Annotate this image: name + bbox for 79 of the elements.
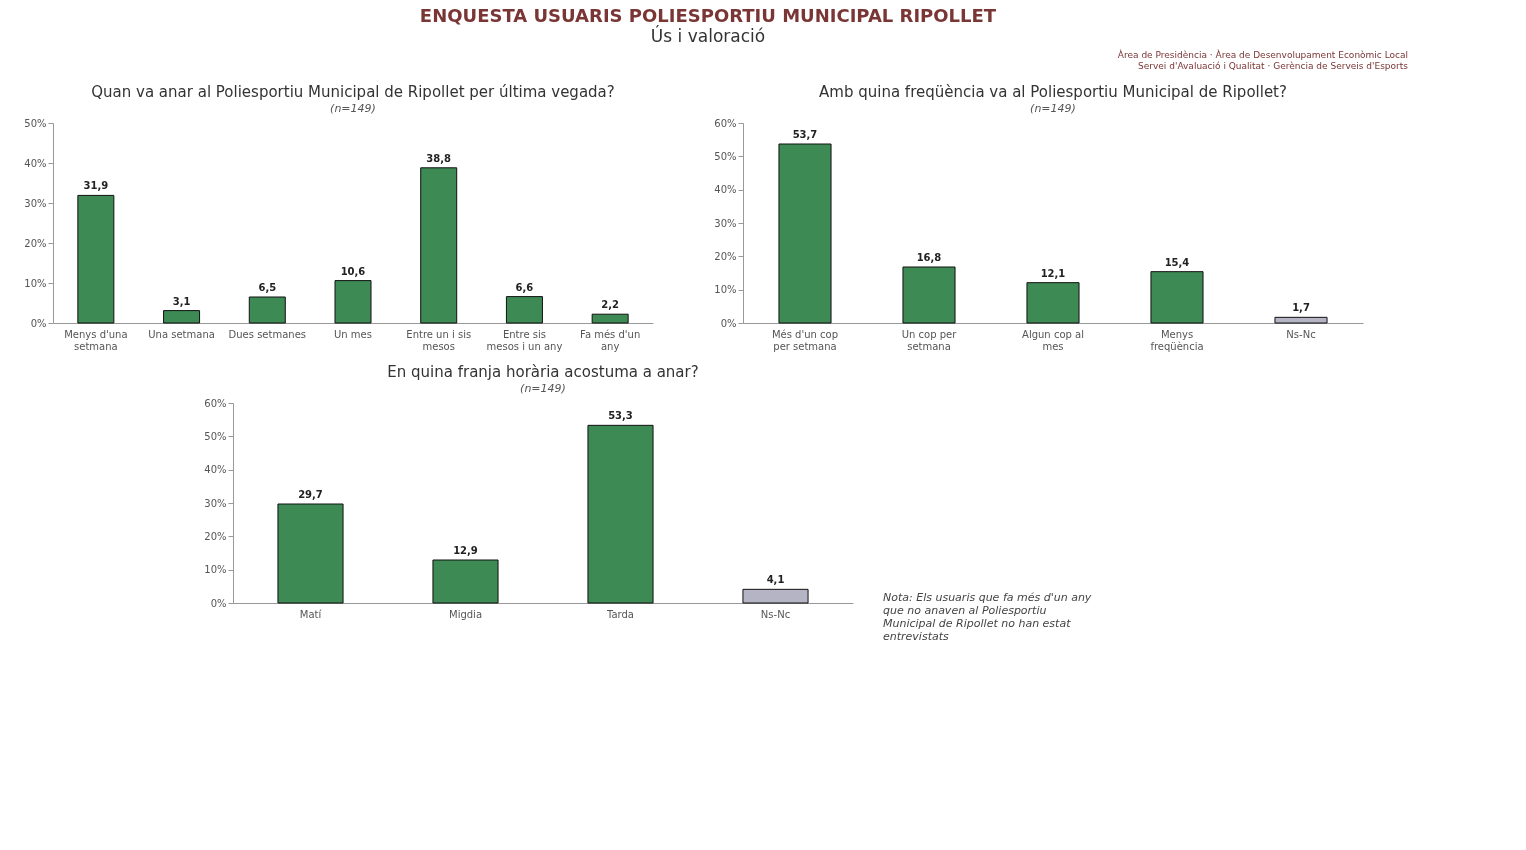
bar: [1150, 271, 1204, 324]
y-tick-label: 60%: [204, 397, 227, 409]
x-tick-label: Un cop per setmana: [901, 328, 958, 352]
chart-subtitle: (n=149): [330, 102, 376, 115]
bar: [902, 266, 956, 324]
data-label: 15,4: [1164, 256, 1190, 268]
data-label: 16,8: [916, 252, 942, 263]
data-label: 12,1: [1040, 267, 1066, 279]
data-label: 4,1: [766, 574, 785, 586]
chart-subtitle: (n=149): [1030, 102, 1076, 115]
data-label: 38,8: [426, 152, 452, 164]
x-tick-label: Algun cop al mes: [1022, 328, 1084, 352]
bar: [1274, 316, 1328, 324]
bar: [277, 503, 344, 604]
y-tick-label: 20%: [714, 250, 737, 262]
y-tick-label: 0%: [720, 317, 737, 329]
chart-title: Quan va anar al Poliesportiu Municipal de Ripollet per última vegada?: [91, 83, 615, 101]
bar: [1026, 282, 1080, 324]
x-tick-label: Entre un i sis mesos: [406, 328, 472, 352]
data-label: 6,6: [515, 281, 534, 293]
y-tick-label: 50%: [714, 150, 737, 162]
x-tick-label: Entre sis mesos i un any: [486, 328, 563, 352]
x-tick-label: Ns-Nc: [760, 608, 791, 620]
data-label: 53,7: [792, 129, 818, 140]
y-tick-label: 40%: [204, 464, 227, 476]
text: ENQUESTA USUARIS POLIESPORTIU MUNICIPAL RIPOLLET: [419, 5, 997, 26]
x-tick-label: Matí: [299, 608, 323, 620]
y-tick-label: 60%: [714, 117, 737, 129]
x-tick-label: Menys freqüència: [1150, 328, 1204, 352]
y-tick-label: 50%: [24, 117, 47, 129]
x-tick-label: Migdia: [448, 608, 483, 620]
y-tick-label: 30%: [204, 497, 227, 509]
bar: [77, 194, 115, 324]
y-tick-label: 50%: [204, 430, 227, 442]
y-tick-label: 30%: [24, 197, 47, 209]
text: Nota: Els usuaris que fa més d'un any que no anaven al Poliesportiu Municipal de Ripollet no han estat entrevistats: [883, 591, 1092, 643]
y-tick-label: 10%: [204, 564, 227, 576]
data-label: 6,5: [258, 282, 277, 293]
y-tick-label: 20%: [204, 530, 227, 542]
y-tick-label: 20%: [24, 237, 47, 249]
x-tick-label: Una setmana: [148, 328, 215, 340]
bar: [591, 313, 629, 324]
y-tick-label: 40%: [24, 157, 47, 169]
text: Ús i valoració: [650, 25, 766, 46]
y-tick-label: 10%: [714, 284, 737, 296]
chart-subtitle: (n=149): [520, 382, 566, 395]
data-label: 10,6: [340, 265, 366, 277]
y-tick-label: 0%: [30, 317, 47, 329]
data-label: 2,2: [601, 299, 620, 311]
bar: [420, 167, 458, 324]
x-tick-label: Dues setmanes: [228, 328, 306, 340]
y-tick-label: 0%: [210, 597, 227, 609]
x-tick-label: Un mes: [334, 328, 372, 340]
x-tick-label: Més d'un cop per setmana: [771, 328, 839, 352]
text: Servei d'Avaluació i Qualitat · Gerència de Serveis d'Esports: [1138, 60, 1409, 71]
data-label: 12,9: [453, 545, 478, 556]
data-label: 3,1: [172, 295, 191, 307]
chart-title: En quina franja horària acostuma a anar?: [387, 363, 699, 381]
bar: [505, 296, 543, 324]
bar: [163, 310, 201, 324]
text: Àrea de Presidència · Àrea de Desenvolupament Econòmic Local: [1117, 48, 1408, 60]
bar: [432, 559, 499, 604]
bar: [248, 296, 286, 324]
bar: [587, 424, 654, 604]
y-tick-label: 30%: [714, 217, 737, 229]
x-tick-label: Ns-Nc: [1286, 328, 1316, 340]
chart-title: Amb quina freqüència va al Poliesportiu Municipal de Ripollet?: [819, 83, 1287, 101]
y-tick-label: 10%: [24, 277, 47, 289]
bar: [778, 143, 832, 324]
x-tick-label: Fa més d'un any: [580, 328, 641, 352]
bar: [742, 588, 809, 604]
data-label: 29,7: [298, 489, 323, 500]
data-label: 31,9: [83, 180, 109, 192]
data-label: 53,3: [608, 410, 633, 422]
bar: [334, 280, 372, 324]
y-tick-label: 40%: [714, 184, 737, 196]
x-tick-label: Menys d'una setmana: [64, 328, 128, 352]
x-tick-label: Tarda: [606, 608, 634, 620]
data-label: 1,7: [1292, 302, 1310, 314]
